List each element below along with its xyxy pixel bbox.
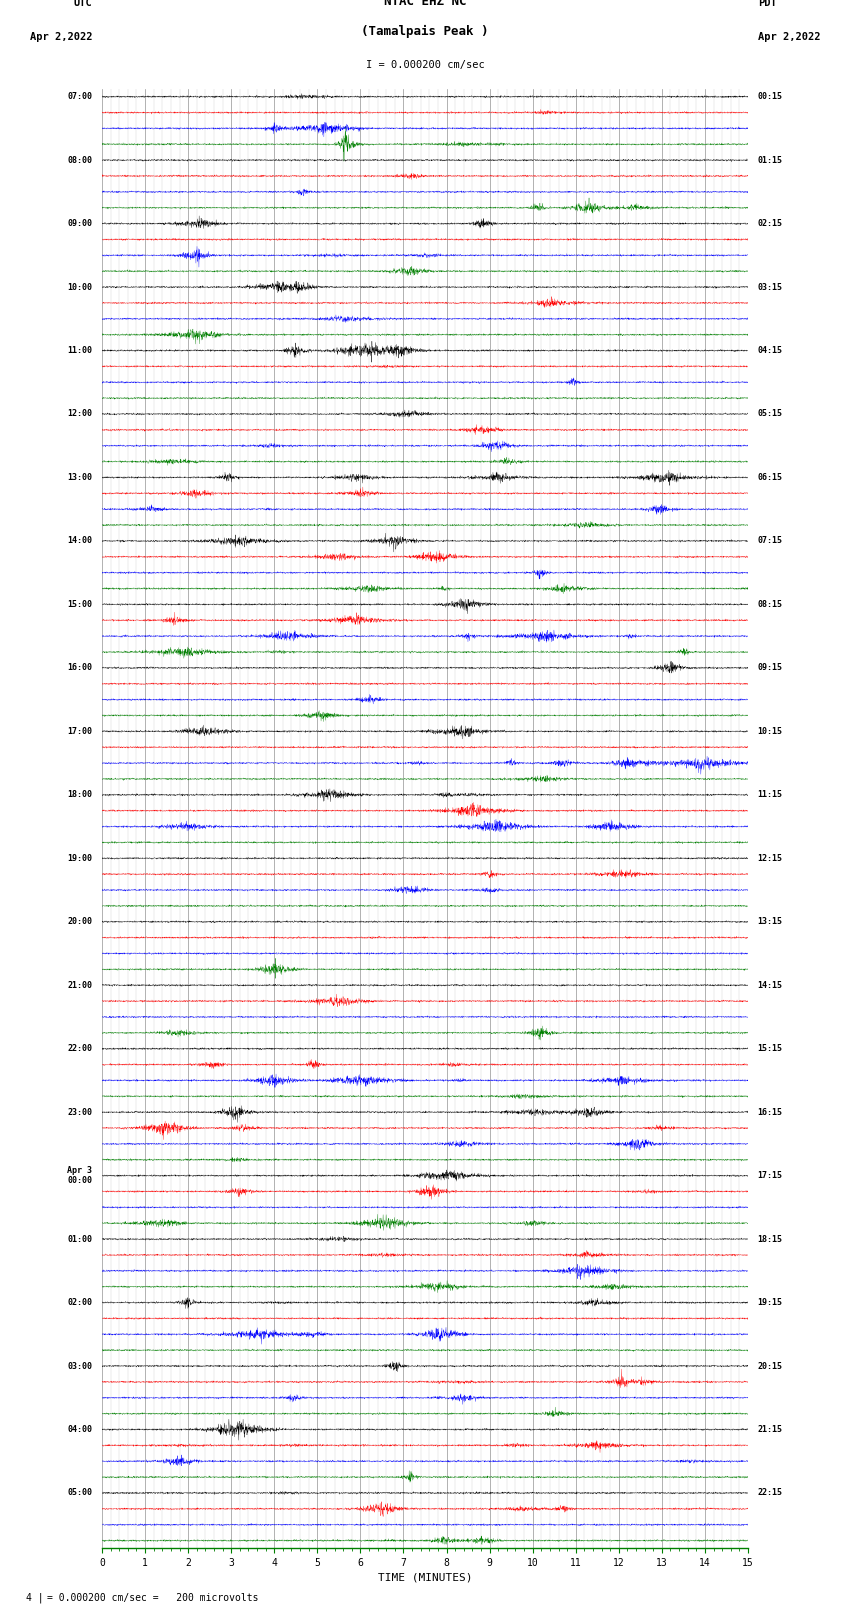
- Text: 13:15: 13:15: [757, 918, 783, 926]
- Text: = 0.000200 cm/sec =   200 microvolts: = 0.000200 cm/sec = 200 microvolts: [47, 1594, 258, 1603]
- Text: 18:15: 18:15: [757, 1234, 783, 1244]
- Text: NTAC EHZ NC: NTAC EHZ NC: [383, 0, 467, 8]
- Text: 04:00: 04:00: [67, 1424, 93, 1434]
- Text: 12:15: 12:15: [757, 853, 783, 863]
- Text: Apr 2,2022: Apr 2,2022: [757, 32, 820, 42]
- Text: 13:00: 13:00: [67, 473, 93, 482]
- Text: 21:00: 21:00: [67, 981, 93, 990]
- Text: 16:15: 16:15: [757, 1108, 783, 1116]
- Text: 17:15: 17:15: [757, 1171, 783, 1181]
- Text: PDT: PDT: [757, 0, 776, 8]
- Text: 03:00: 03:00: [67, 1361, 93, 1371]
- Text: 11:00: 11:00: [67, 347, 93, 355]
- Text: 22:15: 22:15: [757, 1489, 783, 1497]
- Text: 23:00: 23:00: [67, 1108, 93, 1116]
- Text: 01:00: 01:00: [67, 1234, 93, 1244]
- Text: 19:15: 19:15: [757, 1298, 783, 1307]
- Text: UTC: UTC: [74, 0, 93, 8]
- Text: 07:00: 07:00: [67, 92, 93, 102]
- Text: 09:00: 09:00: [67, 219, 93, 227]
- Text: 14:15: 14:15: [757, 981, 783, 990]
- Text: 07:15: 07:15: [757, 537, 783, 545]
- Text: 14:00: 14:00: [67, 537, 93, 545]
- Text: (Tamalpais Peak ): (Tamalpais Peak ): [361, 24, 489, 37]
- Text: 20:15: 20:15: [757, 1361, 783, 1371]
- Text: 16:00: 16:00: [67, 663, 93, 673]
- Text: Apr 3
00:00: Apr 3 00:00: [67, 1166, 93, 1186]
- Text: 15:00: 15:00: [67, 600, 93, 608]
- Text: 22:00: 22:00: [67, 1044, 93, 1053]
- Text: 06:15: 06:15: [757, 473, 783, 482]
- Text: 21:15: 21:15: [757, 1424, 783, 1434]
- Text: 10:15: 10:15: [757, 727, 783, 736]
- Text: 03:15: 03:15: [757, 282, 783, 292]
- Text: 08:15: 08:15: [757, 600, 783, 608]
- Text: 20:00: 20:00: [67, 918, 93, 926]
- Text: 11:15: 11:15: [757, 790, 783, 800]
- Text: 15:15: 15:15: [757, 1044, 783, 1053]
- Text: 18:00: 18:00: [67, 790, 93, 800]
- Text: 02:15: 02:15: [757, 219, 783, 227]
- Text: 09:15: 09:15: [757, 663, 783, 673]
- X-axis label: TIME (MINUTES): TIME (MINUTES): [377, 1573, 473, 1582]
- Text: 01:15: 01:15: [757, 155, 783, 165]
- Text: 08:00: 08:00: [67, 155, 93, 165]
- Text: Apr 2,2022: Apr 2,2022: [30, 32, 93, 42]
- Text: 12:00: 12:00: [67, 410, 93, 418]
- Text: 19:00: 19:00: [67, 853, 93, 863]
- Text: I = 0.000200 cm/sec: I = 0.000200 cm/sec: [366, 60, 484, 69]
- Text: 04:15: 04:15: [757, 347, 783, 355]
- Text: 10:00: 10:00: [67, 282, 93, 292]
- Text: 05:00: 05:00: [67, 1489, 93, 1497]
- Text: 4 |: 4 |: [26, 1592, 43, 1603]
- Text: 00:15: 00:15: [757, 92, 783, 102]
- Text: 17:00: 17:00: [67, 727, 93, 736]
- Text: 05:15: 05:15: [757, 410, 783, 418]
- Text: 02:00: 02:00: [67, 1298, 93, 1307]
